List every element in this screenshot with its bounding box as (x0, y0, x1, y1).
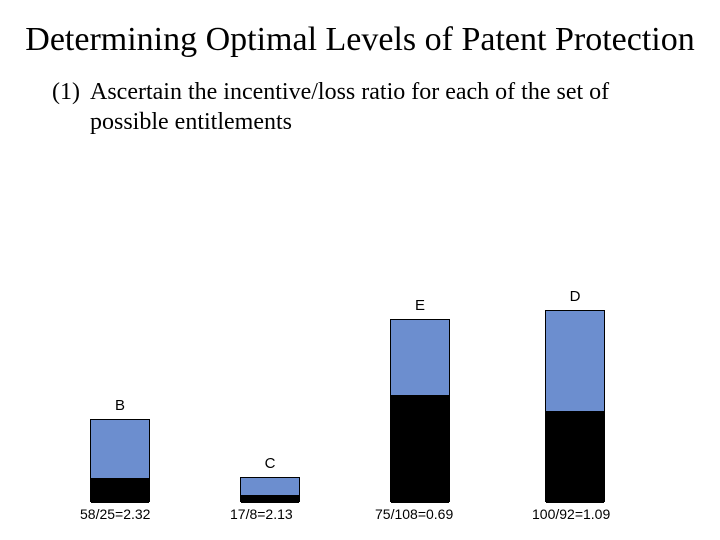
bullet-item: (1) Ascertain the incentive/loss ratio f… (0, 59, 720, 137)
bar-C-stack (240, 477, 300, 502)
bar-B: B (90, 419, 150, 502)
bar-E-bot (391, 395, 449, 503)
bar-E-top (391, 320, 449, 395)
bar-E-stack (390, 319, 450, 502)
bar-C-bot (241, 495, 299, 503)
bar-E: E (390, 319, 450, 502)
bar-B-label: B (90, 397, 150, 414)
ratio-B: 58/25=2.32 (80, 506, 150, 522)
bar-E-label: E (390, 297, 450, 314)
ratio-E: 75/108=0.69 (375, 506, 453, 522)
ratio-D: 100/92=1.09 (532, 506, 610, 522)
bar-C: C (240, 477, 300, 502)
bar-B-top (91, 420, 149, 478)
bar-D-bot (546, 411, 604, 503)
bar-D-label: D (545, 288, 605, 305)
page-title: Determining Optimal Levels of Patent Pro… (0, 0, 720, 59)
bar-D-top (546, 311, 604, 411)
bar-C-top (241, 478, 299, 495)
bar-B-bot (91, 478, 149, 503)
bar-C-label: C (240, 455, 300, 472)
bar-D: D (545, 310, 605, 502)
bar-B-stack (90, 419, 150, 502)
ratio-bar-chart: B C E D (0, 240, 720, 540)
bullet-number: (1) (40, 77, 90, 137)
ratio-row: 58/25=2.32 17/8=2.13 75/108=0.69 100/92=… (0, 506, 720, 526)
bullet-text: Ascertain the incentive/loss ratio for e… (90, 77, 680, 137)
bar-D-stack (545, 310, 605, 502)
ratio-C: 17/8=2.13 (230, 506, 293, 522)
